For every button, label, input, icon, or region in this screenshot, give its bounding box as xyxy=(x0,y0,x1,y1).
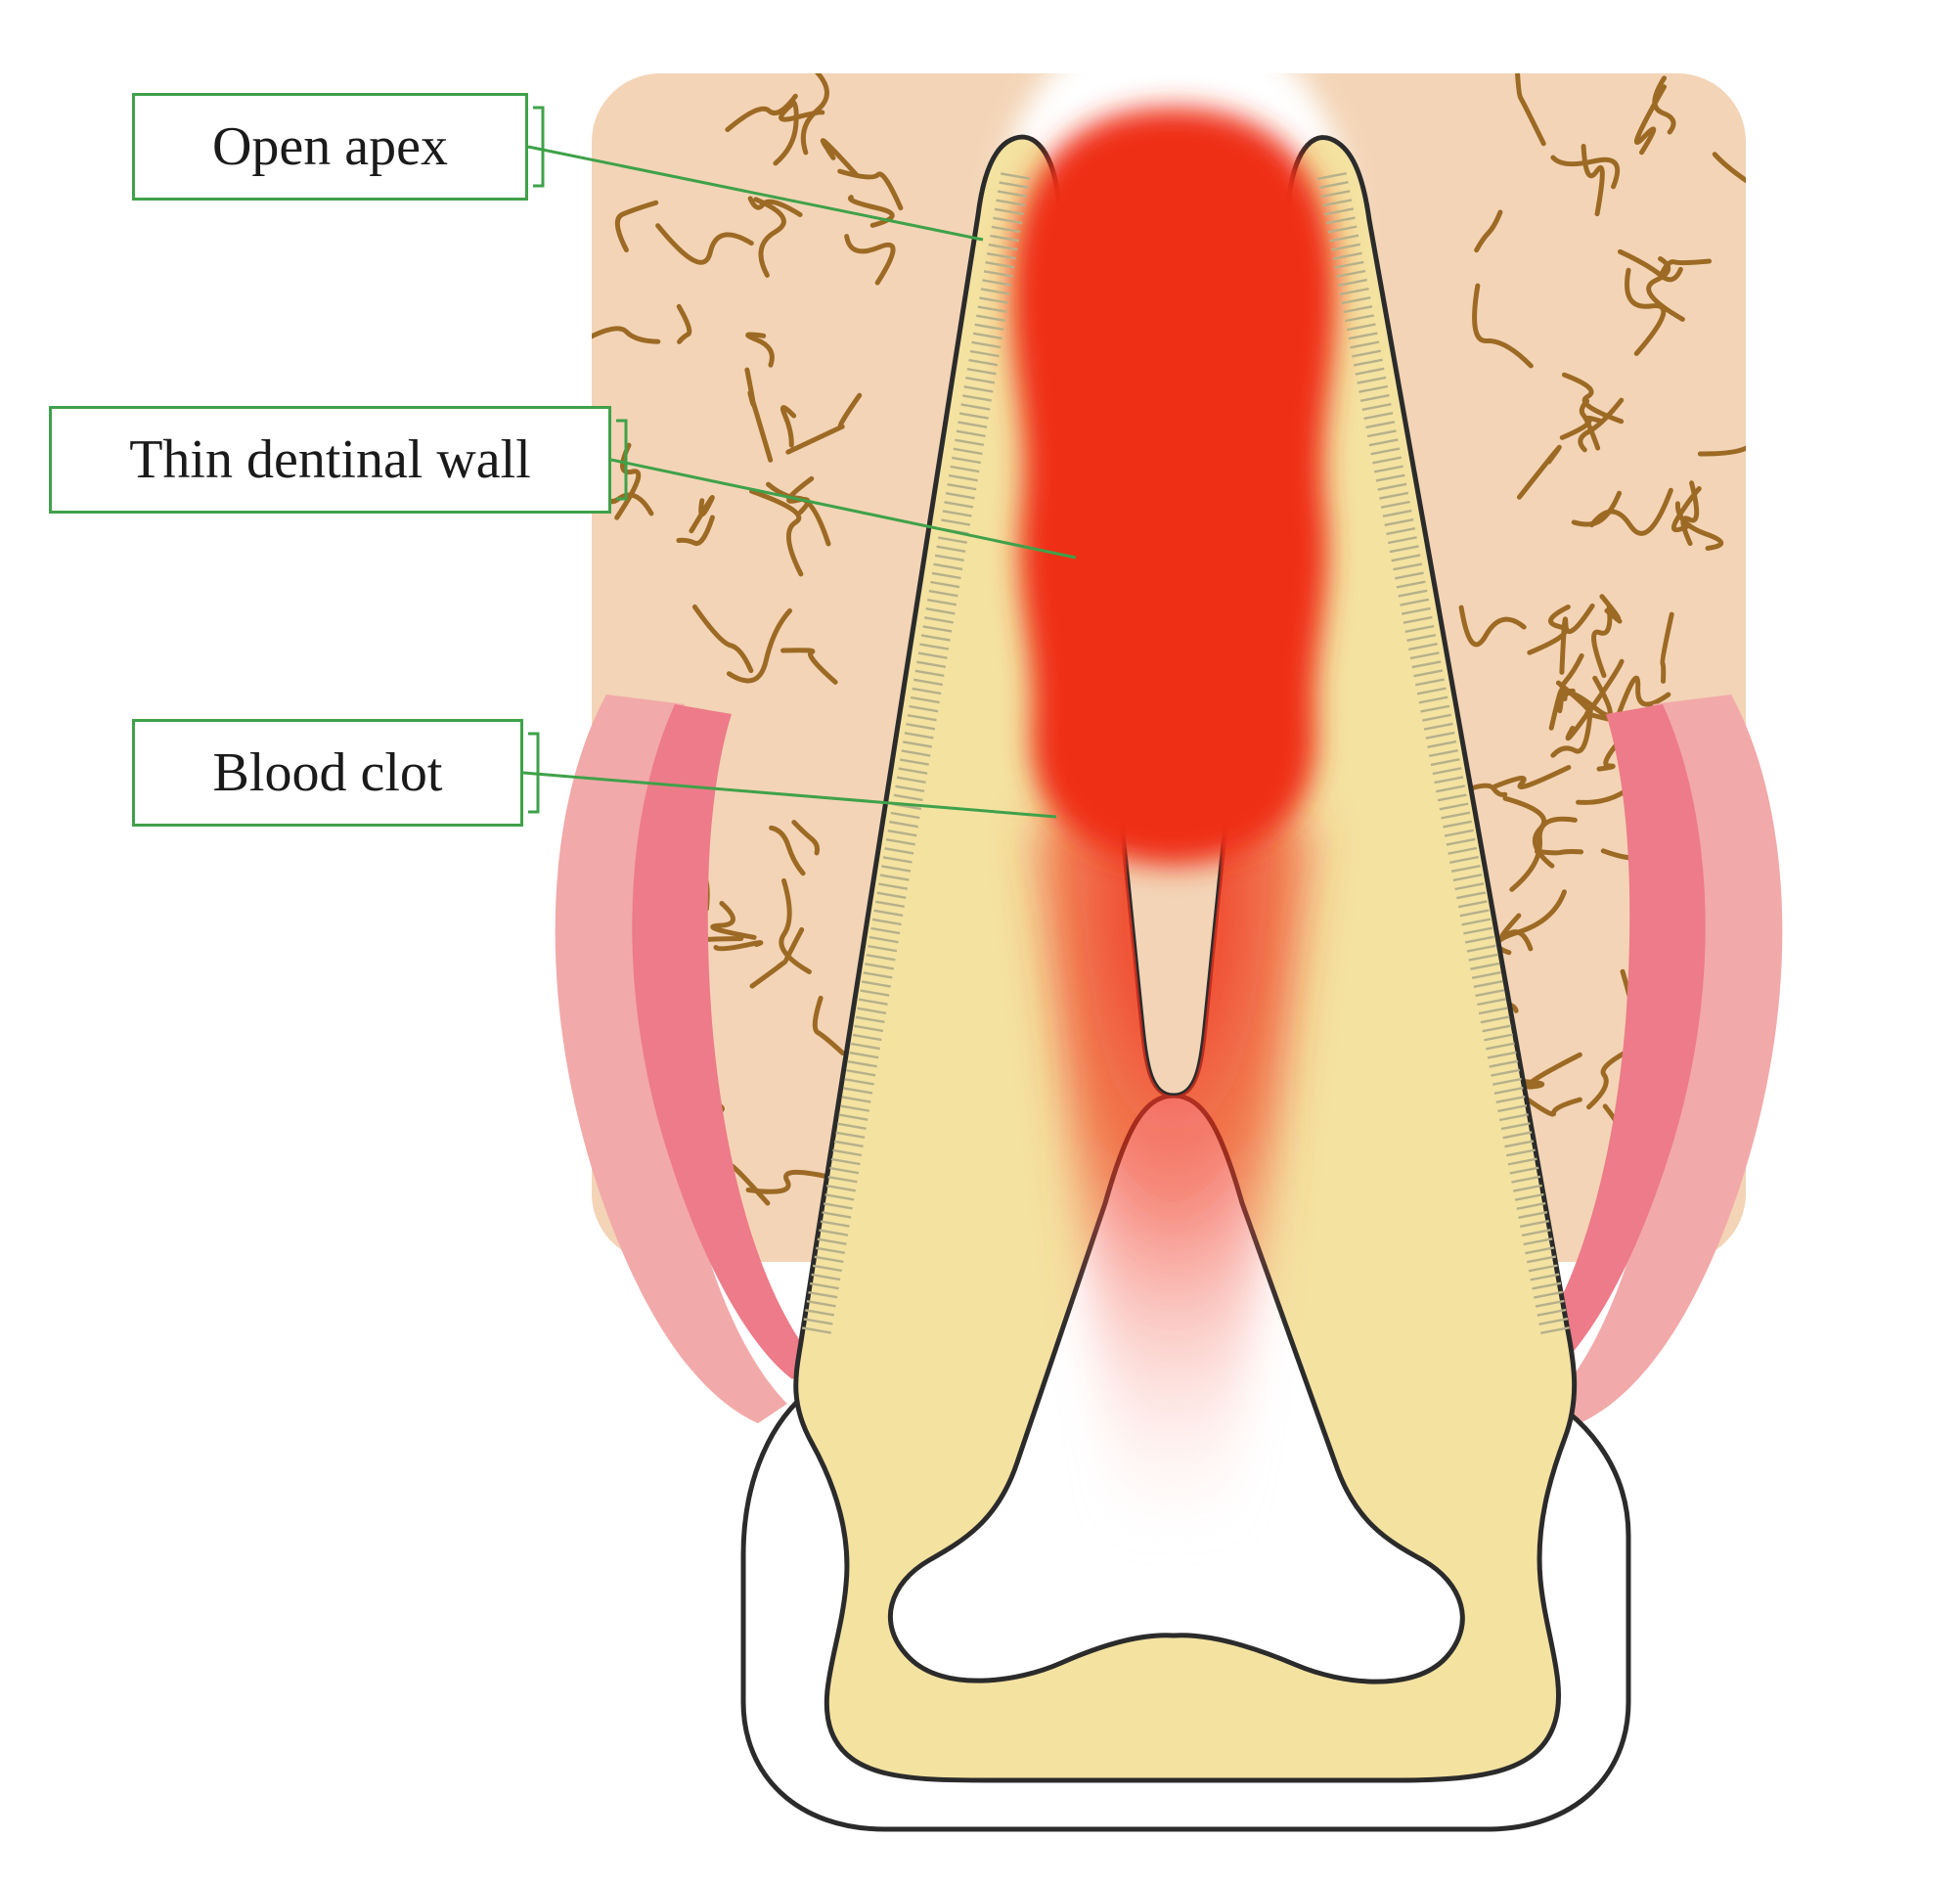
label-open-apex: Open apex xyxy=(132,93,528,201)
label-blood-clot: Blood clot xyxy=(132,719,523,827)
blood-clot-shape xyxy=(1011,108,1335,866)
label-text-thin-dentinal-wall: Thin dentinal wall xyxy=(129,428,531,491)
label-thin-dentinal-wall: Thin dentinal wall xyxy=(49,406,611,514)
diagram-stage: Open apex Thin dentinal wall Blood clot xyxy=(0,0,1960,1884)
label-text-blood-clot: Blood clot xyxy=(213,741,443,804)
label-text-open-apex: Open apex xyxy=(212,115,448,178)
diagram-svg xyxy=(0,0,1960,1884)
